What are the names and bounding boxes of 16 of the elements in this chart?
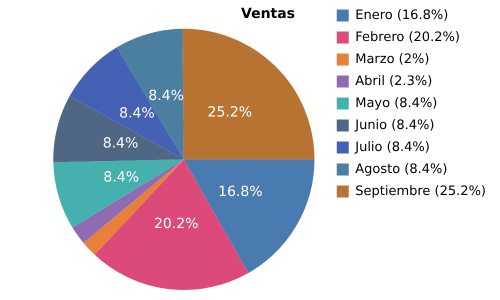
data-label: 16.8%	[218, 184, 263, 200]
chart-title: Ventas	[240, 6, 296, 22]
legend-label: Septiembre (25.2%)	[355, 184, 486, 199]
legend-label: Abril (2.3%)	[355, 74, 432, 89]
legend-label: Marzo (2%)	[355, 52, 430, 67]
legend-label: Enero (16.8%)	[355, 8, 448, 23]
legend-label: Mayo (8.4%)	[355, 96, 438, 111]
legend-label: Febrero (20.2%)	[355, 30, 460, 45]
legend-label: Julio (8.4%)	[354, 140, 430, 155]
data-label: 8.4%	[102, 135, 138, 152]
legend-label: Junio (8.4%)	[354, 118, 434, 133]
data-label: 8.4%	[119, 106, 155, 122]
data-label: 8.4%	[103, 169, 140, 186]
legend-label: Agosto (8.4%)	[355, 162, 448, 177]
data-label: 20.2%	[154, 216, 198, 232]
data-label: 25.2%	[208, 104, 252, 121]
